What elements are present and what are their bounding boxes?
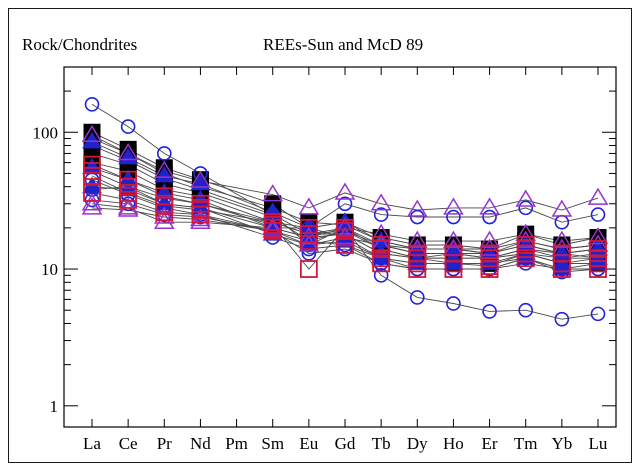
data-point-circle — [590, 306, 606, 322]
data-point-triangle — [117, 197, 139, 215]
data-point-triangle — [81, 197, 103, 215]
data-point-circle — [409, 209, 425, 225]
data-point-square — [119, 184, 138, 202]
y-tick-label: 1 — [50, 397, 59, 416]
x-tick-label: Pr — [157, 434, 172, 453]
data-point-square — [299, 225, 318, 244]
x-tick-label: Lu — [589, 434, 608, 453]
data-point-circle — [446, 296, 461, 311]
chart-title: REEs-Sun and McD 89 — [263, 35, 423, 54]
x-tick-labels: La Ce Pr Nd Pm Sm Eu Gd Tb Dy Ho Er Tm Yb Lu — [83, 434, 608, 453]
data-point-square — [372, 254, 391, 273]
data-point-square — [589, 260, 607, 278]
data-point-circle — [482, 304, 497, 319]
data-point-square — [480, 244, 499, 263]
data-point-triangle — [406, 230, 428, 248]
data-point-square — [299, 260, 318, 278]
data-point-square — [83, 184, 101, 202]
x-tick-label: Sm — [261, 434, 284, 453]
data-point-triangle — [81, 193, 103, 211]
x-tick-label: Pm — [225, 434, 248, 453]
data-point-circle — [482, 209, 497, 225]
data-point-triangle — [82, 157, 102, 175]
data-point-circle — [373, 267, 389, 283]
x-tick-label: Tm — [514, 434, 538, 453]
y-tick-label: 100 — [33, 123, 59, 142]
y-tick-label: 10 — [41, 260, 58, 279]
data-point-triangle — [262, 184, 284, 202]
data-point-triangle — [479, 238, 500, 256]
data-point-triangle — [154, 165, 175, 183]
data-point-triangle — [370, 193, 392, 211]
data-point-square — [263, 213, 282, 232]
series-markers — [81, 97, 609, 327]
data-point-triangle — [515, 189, 537, 207]
data-point-circle — [554, 311, 570, 327]
x-tick-label: Gd — [335, 434, 356, 453]
data-point-triangle — [406, 199, 428, 217]
data-point-triangle — [190, 173, 211, 191]
data-point-triangle — [334, 182, 356, 200]
x-tick-label: Tb — [372, 434, 391, 453]
data-point-triangle — [515, 230, 537, 248]
x-tick-label: Yb — [551, 434, 572, 453]
x-tick-label: Ce — [119, 434, 138, 453]
data-point-triangle — [154, 193, 175, 211]
data-point-triangle — [117, 142, 139, 161]
data-point-triangle — [153, 160, 175, 178]
data-point-circle — [446, 209, 461, 225]
data-point-triangle — [587, 227, 609, 245]
x-tick-label: Er — [482, 434, 498, 453]
data-point-triangle — [551, 199, 573, 217]
data-point-circle — [120, 119, 136, 134]
data-point-triangle — [443, 197, 464, 215]
data-point-circle — [373, 207, 389, 222]
data-point-circle — [518, 200, 534, 216]
data-point-triangle — [370, 223, 392, 241]
data-point-triangle — [587, 187, 609, 205]
data-point-square — [552, 244, 571, 263]
data-point-square — [372, 236, 391, 254]
data-point-circle — [120, 196, 136, 212]
y-axis-label: Rock/Chondrites — [22, 35, 137, 54]
data-point-triangle — [82, 131, 102, 149]
plot-area — [63, 66, 617, 428]
data-point-circle — [409, 290, 425, 305]
data-point-square — [444, 244, 463, 263]
data-point-circle — [84, 97, 100, 112]
x-tick-label: Ho — [443, 434, 464, 453]
data-point-triangle — [190, 170, 211, 188]
data-point-square — [191, 201, 210, 219]
data-point-triangle — [479, 230, 500, 248]
data-point-square — [408, 244, 427, 263]
data-point-triangle — [298, 234, 320, 252]
data-point-triangle — [443, 230, 464, 248]
x-tick-label: Dy — [407, 434, 428, 453]
y-tick-labels: 1 10 100 — [33, 123, 59, 416]
data-point-triangle — [479, 197, 500, 215]
data-point-triangle — [551, 230, 573, 248]
axis-ticks — [64, 66, 616, 427]
data-point-square — [516, 236, 535, 254]
x-tick-label: Nd — [190, 434, 211, 453]
data-point-square — [336, 236, 354, 254]
x-tick-label: La — [83, 434, 101, 453]
data-point-triangle — [334, 217, 356, 235]
data-point-triangle — [190, 211, 211, 229]
data-point-triangle — [298, 197, 320, 215]
data-point-square — [336, 222, 354, 240]
data-point-triangle — [81, 124, 103, 143]
data-point-triangle — [515, 223, 537, 241]
data-point-triangle — [153, 206, 175, 224]
data-point-circle — [156, 146, 172, 161]
data-point-circle — [590, 207, 606, 222]
data-point-circle — [518, 302, 534, 318]
data-point-square — [83, 166, 101, 185]
x-tick-label: Eu — [299, 434, 318, 453]
data-point-circle — [337, 196, 353, 212]
data-point-square — [516, 249, 535, 268]
data-point-square — [155, 196, 174, 215]
data-point-square — [589, 240, 607, 258]
